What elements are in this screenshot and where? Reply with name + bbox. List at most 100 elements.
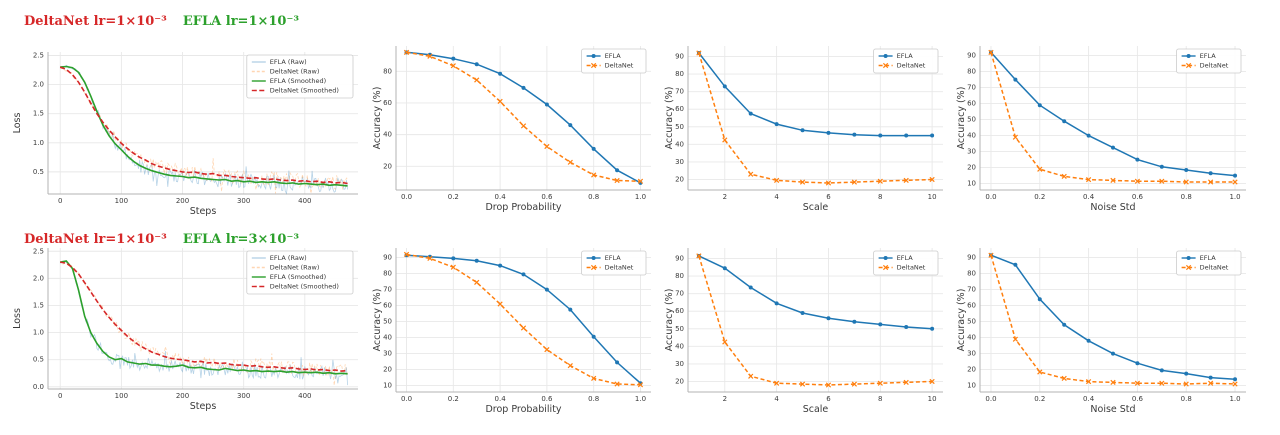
svg-text:20: 20 bbox=[675, 377, 684, 385]
svg-text:10: 10 bbox=[967, 180, 976, 188]
scale-plot-row2: 2 4 6 8 10 20 30 40 50 60 70 80 90 Scale Accuracy (%) E… bbox=[664, 248, 943, 415]
svg-text:Accuracy (%): Accuracy (%) bbox=[664, 87, 675, 150]
svg-text:20: 20 bbox=[967, 164, 976, 172]
svg-text:50: 50 bbox=[967, 116, 976, 124]
svg-text:EFLA: EFLA bbox=[897, 254, 914, 262]
svg-text:50: 50 bbox=[967, 318, 976, 326]
svg-text:EFLA: EFLA bbox=[897, 52, 914, 60]
svg-text:40: 40 bbox=[967, 334, 976, 342]
chart-loss-row2: DeltaNet lr=1×10⁻³ EFLA lr=3×10⁻³ 0 100 200… bbox=[0, 218, 372, 435]
svg-text:Noise Std: Noise Std bbox=[1090, 202, 1135, 213]
svg-text:400: 400 bbox=[298, 197, 311, 205]
svg-text:DeltaNet (Raw): DeltaNet (Raw) bbox=[270, 264, 320, 272]
svg-text:0.0: 0.0 bbox=[985, 193, 996, 201]
svg-text:0.8: 0.8 bbox=[1181, 395, 1192, 403]
chart-drop-probability-row2: 0.0 0.2 0.4 0.6 0.8 1.0 10 20 30 40 50 60 70 80 90 Drop… bbox=[372, 218, 664, 435]
svg-text:Accuracy (%): Accuracy (%) bbox=[372, 87, 383, 150]
svg-text:DeltaNet (Smoothed): DeltaNet (Smoothed) bbox=[270, 87, 339, 95]
svg-text:2.5: 2.5 bbox=[33, 247, 44, 255]
svg-text:70: 70 bbox=[383, 286, 392, 294]
chart-drop-probability-row1: 0.0 0.2 0.4 0.6 0.8 1.0 20 40 60 80 Drop Probabili… bbox=[372, 0, 664, 218]
svg-text:200: 200 bbox=[176, 197, 189, 205]
svg-text:400: 400 bbox=[298, 392, 311, 400]
title-efla-lr-row1: EFLA lr=1×10⁻³ bbox=[182, 14, 300, 29]
svg-text:90: 90 bbox=[383, 254, 392, 262]
svg-text:0.8: 0.8 bbox=[1181, 193, 1192, 201]
svg-text:300: 300 bbox=[237, 392, 250, 400]
svg-text:60: 60 bbox=[675, 105, 684, 113]
svg-text:100: 100 bbox=[115, 392, 128, 400]
loss-plot-row2: 0 100 200 300 400 0.0 0.5 1.0 1.5 2.0 2.5 Steps Loss… bbox=[12, 247, 358, 412]
svg-text:20: 20 bbox=[383, 366, 392, 374]
svg-text:40: 40 bbox=[967, 132, 976, 140]
svg-text:Accuracy (%): Accuracy (%) bbox=[956, 289, 967, 352]
svg-text:EFLA (Raw): EFLA (Raw) bbox=[270, 58, 307, 66]
drop-probability-plot-row2: 0.0 0.2 0.4 0.6 0.8 1.0 10 20 30 40 50 60 70 80 90 Drop… bbox=[372, 248, 651, 415]
svg-text:90: 90 bbox=[967, 254, 976, 262]
svg-text:0.0: 0.0 bbox=[33, 383, 44, 391]
svg-text:90: 90 bbox=[675, 53, 684, 61]
svg-text:6: 6 bbox=[826, 193, 831, 201]
svg-text:Drop Probability: Drop Probability bbox=[485, 404, 561, 415]
svg-text:60: 60 bbox=[383, 99, 392, 107]
svg-text:DeltaNet: DeltaNet bbox=[1200, 62, 1229, 70]
svg-text:20: 20 bbox=[383, 162, 392, 170]
svg-text:30: 30 bbox=[967, 148, 976, 156]
title-efla-lr-row2: EFLA lr=3×10⁻³ bbox=[182, 232, 300, 247]
svg-text:1.5: 1.5 bbox=[33, 110, 44, 118]
svg-text:1.0: 1.0 bbox=[33, 139, 44, 147]
svg-text:10: 10 bbox=[383, 382, 392, 390]
svg-text:80: 80 bbox=[383, 270, 392, 278]
scale-plot-row1: 2 4 6 8 10 20 30 40 50 60 70 80 90 Scale Accuracy (%) E… bbox=[664, 46, 943, 213]
svg-text:200: 200 bbox=[176, 392, 189, 400]
svg-text:0.5: 0.5 bbox=[33, 356, 44, 364]
noise-std-plot-row2: 0.0 0.2 0.4 0.6 0.8 1.0 10 20 30 40 50 60 70 80 90 Nois… bbox=[956, 248, 1246, 415]
svg-text:0.4: 0.4 bbox=[495, 395, 507, 403]
svg-text:0.6: 0.6 bbox=[541, 193, 553, 201]
svg-text:50: 50 bbox=[675, 325, 684, 333]
svg-text:2: 2 bbox=[723, 193, 727, 201]
svg-text:EFLA: EFLA bbox=[605, 52, 622, 60]
svg-text:0.4: 0.4 bbox=[495, 193, 507, 201]
svg-text:1.5: 1.5 bbox=[33, 301, 44, 309]
chart-noise-std-row2: 0.0 0.2 0.4 0.6 0.8 1.0 10 20 30 40 50 60 70 80 90 Nois… bbox=[956, 218, 1280, 435]
svg-text:6: 6 bbox=[826, 395, 831, 403]
svg-text:20: 20 bbox=[967, 366, 976, 374]
svg-text:EFLA (Raw): EFLA (Raw) bbox=[270, 254, 307, 262]
svg-text:Accuracy (%): Accuracy (%) bbox=[372, 289, 383, 352]
chart-scale-row1: 2 4 6 8 10 20 30 40 50 60 70 80 90 Scale Accuracy (%) E… bbox=[664, 0, 956, 218]
svg-text:DeltaNet: DeltaNet bbox=[605, 264, 634, 272]
svg-text:10: 10 bbox=[967, 382, 976, 390]
svg-text:2.0: 2.0 bbox=[33, 81, 44, 89]
drop-probability-plot-row1: 0.0 0.2 0.4 0.6 0.8 1.0 20 40 60 80 Drop Probabili… bbox=[372, 46, 651, 213]
svg-text:40: 40 bbox=[383, 334, 392, 342]
svg-text:Accuracy (%): Accuracy (%) bbox=[956, 87, 967, 150]
svg-text:20: 20 bbox=[675, 175, 684, 183]
svg-text:EFLA (Smoothed): EFLA (Smoothed) bbox=[270, 273, 326, 281]
svg-text:50: 50 bbox=[675, 123, 684, 131]
svg-text:Drop Probability: Drop Probability bbox=[485, 202, 561, 213]
chart-scale-row2: 2 4 6 8 10 20 30 40 50 60 70 80 90 Scale Accuracy (%) E… bbox=[664, 218, 956, 435]
svg-text:90: 90 bbox=[675, 255, 684, 263]
svg-text:8: 8 bbox=[878, 193, 882, 201]
title-deltanet-lr-row1: DeltaNet lr=1×10⁻³ bbox=[24, 14, 167, 29]
svg-text:0: 0 bbox=[58, 392, 62, 400]
svg-text:1.0: 1.0 bbox=[635, 395, 646, 403]
svg-text:8: 8 bbox=[878, 395, 882, 403]
svg-text:60: 60 bbox=[967, 302, 976, 310]
svg-text:2.0: 2.0 bbox=[33, 274, 44, 282]
svg-text:DeltaNet: DeltaNet bbox=[605, 62, 634, 70]
svg-text:0.8: 0.8 bbox=[588, 395, 599, 403]
svg-text:60: 60 bbox=[967, 100, 976, 108]
svg-text:1.0: 1.0 bbox=[635, 193, 646, 201]
svg-text:1.0: 1.0 bbox=[33, 329, 44, 337]
svg-text:Accuracy (%): Accuracy (%) bbox=[664, 289, 675, 352]
loss-plot-row1: 0 100 200 300 400 0.5 1.0 1.5 2.0 2.5 Steps Loss EFL… bbox=[12, 51, 358, 217]
chart-loss-row1: DeltaNet lr=1×10⁻³ EFLA lr=1×10⁻³ 0 100 200… bbox=[0, 0, 372, 218]
svg-text:1.0: 1.0 bbox=[1229, 395, 1240, 403]
svg-text:0.6: 0.6 bbox=[1132, 395, 1144, 403]
svg-text:0.6: 0.6 bbox=[1132, 193, 1144, 201]
title-deltanet-lr-row2: DeltaNet lr=1×10⁻³ bbox=[24, 232, 167, 247]
svg-text:80: 80 bbox=[383, 67, 392, 75]
